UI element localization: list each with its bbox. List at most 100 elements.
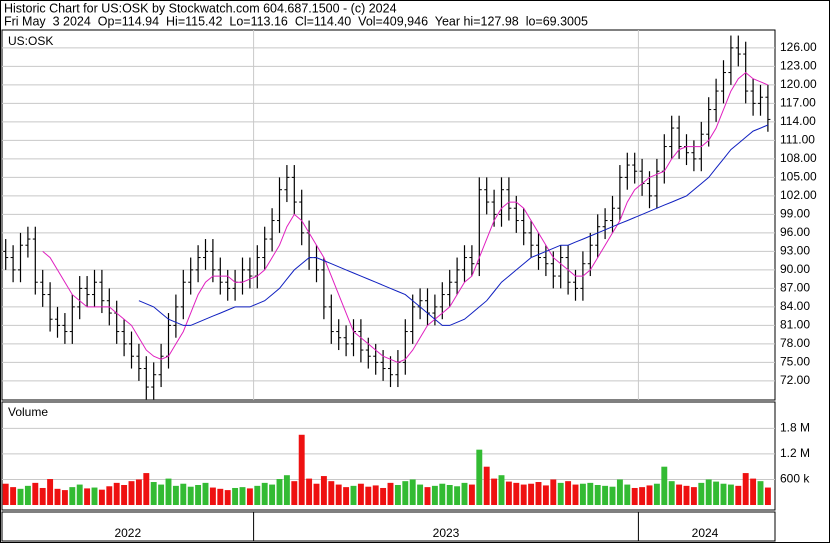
- y-tick-label: 117.00: [780, 96, 816, 110]
- volume-bar: [357, 483, 364, 505]
- volume-bar: [431, 485, 438, 505]
- volume-bar: [387, 482, 394, 505]
- volume-bar: [180, 483, 187, 505]
- volume-bar: [143, 473, 150, 505]
- volume-bar: [609, 486, 616, 505]
- volume-bar: [113, 482, 120, 505]
- volume-bar: [135, 479, 142, 505]
- price-panel: [1, 29, 776, 401]
- volume-bar: [328, 481, 335, 505]
- volume-bar: [498, 475, 505, 505]
- y-tick-label: 99.00: [780, 207, 810, 221]
- volume-bar: [483, 466, 490, 505]
- volume-bar: [513, 482, 520, 505]
- volume-bar: [417, 484, 424, 505]
- volume-bar: [542, 485, 549, 505]
- y-tick-label: 93.00: [780, 244, 810, 258]
- moving-average: [42, 71, 769, 363]
- volume-bar: [409, 479, 416, 505]
- volume-bar: [306, 478, 313, 505]
- volume-bar: [350, 485, 357, 505]
- y-tick-label: 96.00: [780, 225, 810, 239]
- volume-bar: [572, 484, 579, 505]
- volume-bar: [158, 484, 165, 505]
- header-line1: Historic Chart for US:OSK by Stockwatch.…: [4, 1, 397, 15]
- volume-bar: [476, 449, 483, 505]
- volume-bar: [764, 487, 771, 505]
- volume-bar: [535, 482, 542, 505]
- volume-bar: [313, 483, 320, 505]
- volume-bar: [69, 487, 76, 505]
- volume-bar: [461, 482, 468, 505]
- volume-bar: [54, 488, 61, 505]
- volume-bar: [276, 479, 283, 505]
- volume-bar: [624, 484, 631, 505]
- y-tick-label: 1.2 M: [780, 446, 810, 460]
- volume-bar: [10, 487, 17, 505]
- volume-bar: [550, 479, 557, 505]
- volume-bar: [587, 482, 594, 505]
- header-line2: Fri May 3 2024 Op=114.94 Hi=115.42 Lo=11…: [4, 14, 588, 28]
- moving-average: [138, 124, 769, 326]
- y-tick-label: 87.00: [780, 281, 810, 295]
- volume-bar: [698, 482, 705, 505]
- volume-bar: [172, 485, 179, 505]
- volume-bar: [246, 488, 253, 505]
- y-tick-label: 72.00: [780, 373, 810, 387]
- volume-bar: [343, 487, 350, 505]
- volume-bar: [76, 484, 83, 505]
- volume-bar: [380, 487, 387, 505]
- x-tick-label: 2022: [114, 526, 141, 540]
- y-tick-label: 600 k: [780, 472, 810, 486]
- y-tick-label: 114.00: [780, 114, 816, 128]
- volume-bar: [365, 486, 372, 505]
- volume-bar: [402, 481, 409, 505]
- x-tick-label: 2023: [433, 526, 460, 540]
- x-tick-label: 2024: [692, 526, 719, 540]
- volume-bar: [757, 481, 764, 505]
- volume-bar: [24, 485, 31, 505]
- volume-bar: [283, 475, 290, 505]
- volume-bar: [47, 479, 54, 505]
- y-tick-label: 126.00: [780, 40, 817, 54]
- volume-bar: [646, 485, 653, 505]
- volume-bar: [720, 483, 727, 505]
- volume-bar: [84, 488, 91, 505]
- y-tick-label: 111.00: [780, 133, 815, 147]
- volume-bar: [209, 487, 216, 505]
- volume-bar: [616, 479, 623, 505]
- volume-bar: [320, 476, 327, 505]
- volume-bar: [150, 482, 157, 505]
- volume-bar: [439, 483, 446, 505]
- volume-bar: [291, 481, 298, 505]
- volume-bar: [372, 485, 379, 505]
- volume-bar: [742, 473, 749, 505]
- volume-bar: [128, 481, 135, 505]
- volume-bar: [713, 481, 720, 505]
- volume-bar: [446, 484, 453, 505]
- volume-bar: [683, 485, 690, 505]
- volume-bar: [653, 483, 660, 505]
- y-tick-label: 105.00: [780, 170, 817, 184]
- volume-bar: [269, 484, 276, 505]
- volume-bar: [261, 482, 268, 505]
- y-tick-label: 90.00: [780, 262, 810, 276]
- volume-bar: [195, 484, 202, 505]
- volume-bar: [298, 434, 305, 505]
- volume-bar: [187, 486, 194, 505]
- y-tick-label: 1.8 M: [780, 421, 810, 435]
- volume-bar: [121, 484, 128, 505]
- volume-bar: [579, 483, 586, 505]
- volume-bar: [217, 488, 224, 505]
- volume-bar: [528, 483, 535, 505]
- volume-bar: [202, 482, 209, 505]
- volume-bar: [594, 484, 601, 505]
- volume-bar: [750, 478, 757, 505]
- volume-bar: [239, 487, 246, 505]
- volume-label: Volume: [8, 405, 48, 419]
- volume-bar: [565, 481, 572, 505]
- volume-bar: [39, 487, 46, 505]
